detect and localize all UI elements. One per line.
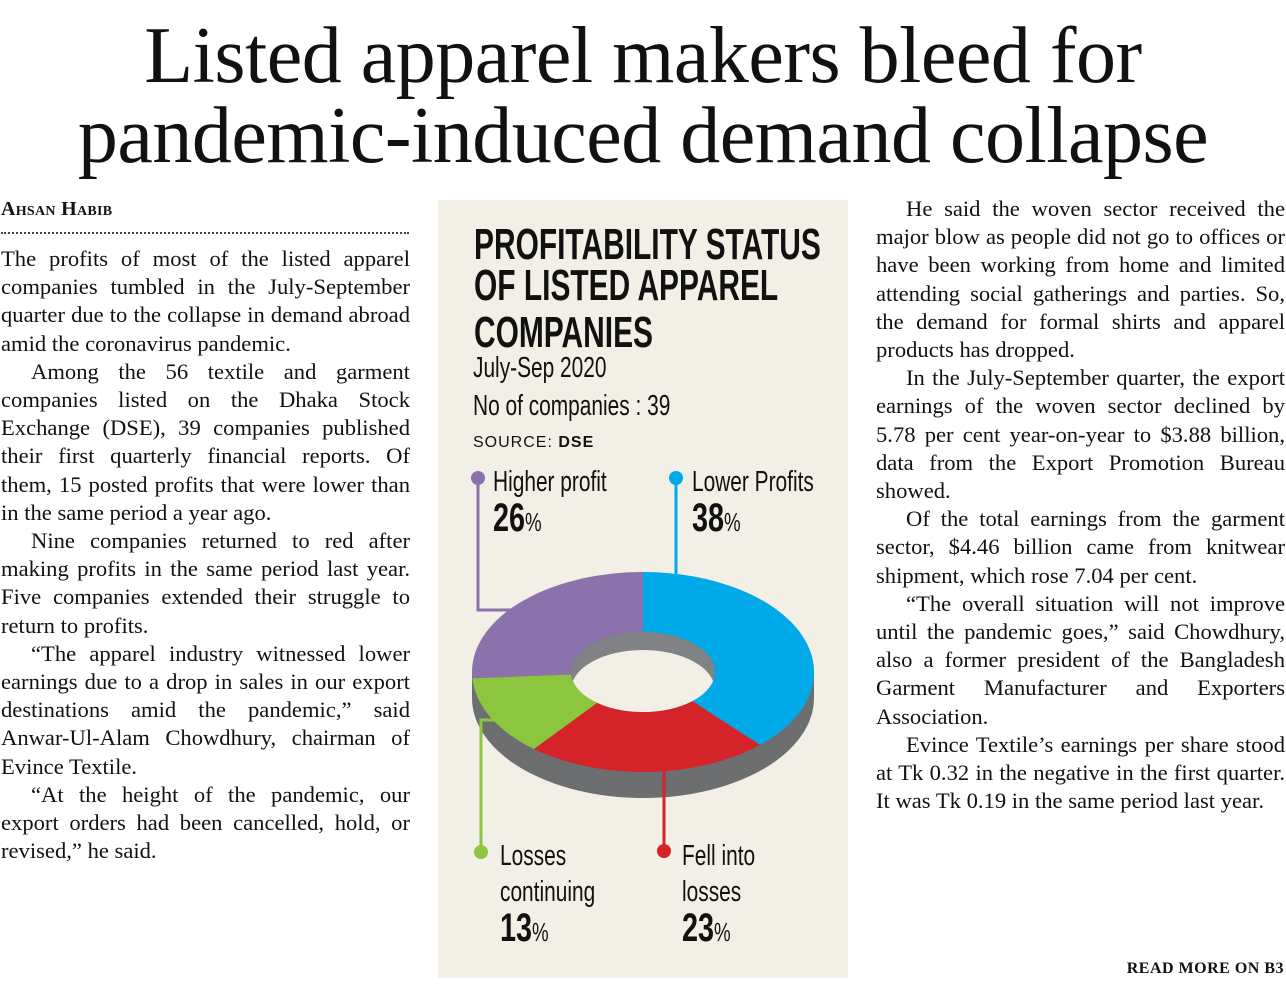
label-losses-continuing: Losses continuing 13% xyxy=(500,838,595,950)
label-lower-profits: Lower Profits 38% xyxy=(692,464,814,540)
slice-value: 26% xyxy=(493,498,607,540)
source-value: DSE xyxy=(558,434,595,451)
paragraph: Of the total earnings from the garment s… xyxy=(876,506,1285,588)
paragraph: In the July-September quarter, the expor… xyxy=(876,365,1285,504)
paragraph: The profits of most of the listed appare… xyxy=(1,246,410,356)
chart-companies: No of companies : 39 xyxy=(473,390,671,422)
slice-value: 38% xyxy=(692,498,814,540)
value-number: 26 xyxy=(493,496,526,540)
pct-sign: % xyxy=(724,507,741,537)
left-column: The profits of most of the listed appare… xyxy=(1,245,410,865)
higher-profit-dot xyxy=(471,471,485,485)
paragraph: “The overall situation will not improve … xyxy=(876,590,1285,729)
donut-slice-higher-profit xyxy=(472,572,643,679)
slice-label: Losses xyxy=(500,840,567,872)
slice-label: continuing xyxy=(500,876,596,908)
value-number: 38 xyxy=(692,496,725,540)
paragraph: “At the height of the pandemic, our expo… xyxy=(1,781,410,864)
higher-profit-leader xyxy=(476,478,523,612)
chart-period: July-Sep 2020 xyxy=(473,352,607,384)
source-label: SOURCE: xyxy=(473,434,553,451)
byline-divider xyxy=(1,232,409,234)
paragraph: “The apparel industry witnessed lower ea… xyxy=(1,640,410,779)
infographic-panel: PROFITABILITY STATUS OF LISTED APPAREL C… xyxy=(438,200,848,978)
chart-title: PROFITABILITY STATUS OF LISTED APPAREL C… xyxy=(474,220,821,357)
losses-continuing-leader xyxy=(479,718,500,852)
donut-slice-fell-into-losses xyxy=(534,701,761,772)
slice-value: 13% xyxy=(500,908,595,950)
right-column: He said the woven sector received the ma… xyxy=(876,195,1285,815)
slice-label: losses xyxy=(682,876,742,908)
slice-label: Fell into xyxy=(682,840,756,872)
donut-slice-lower-profits xyxy=(643,572,814,745)
chart-title-line: OF LISTED APPAREL xyxy=(474,261,779,310)
paragraph: Evince Textile’s earnings per share stoo… xyxy=(876,731,1285,814)
headline-line-1: Listed apparel makers bleed for xyxy=(144,12,1142,100)
slice-value: 23% xyxy=(682,908,755,950)
paragraph: Nine companies returned to red after mak… xyxy=(1,528,410,638)
donut-chart xyxy=(471,471,814,859)
losses-continuing-dot xyxy=(474,845,488,859)
pct-sign: % xyxy=(525,507,542,537)
headline-line-2: pandemic-induced demand collapse xyxy=(77,92,1209,180)
donut-slice-losses-continuing xyxy=(472,674,598,750)
value-number: 23 xyxy=(682,906,715,950)
label-fell-into-losses: Fell into losses 23% xyxy=(682,838,755,950)
label-higher-profit: Higher profit 26% xyxy=(493,464,607,540)
fell-into-losses-dot xyxy=(657,844,671,858)
slice-label: Lower Profits xyxy=(692,466,814,498)
paragraph: Among the 56 textile and garment compani… xyxy=(1,358,410,525)
chart-title-line: PROFITABILITY STATUS xyxy=(474,220,821,269)
lower-profits-dot xyxy=(669,471,683,485)
pct-sign: % xyxy=(532,917,549,947)
byline: Ahsan Habib xyxy=(1,198,113,220)
chart-source: SOURCE: DSE xyxy=(473,434,594,452)
read-more-link[interactable]: READ MORE ON B3 xyxy=(1126,960,1284,977)
slice-label: Higher profit xyxy=(493,466,607,498)
pct-sign: % xyxy=(714,917,731,947)
value-number: 13 xyxy=(500,906,533,950)
chart-title-line: COMPANIES xyxy=(474,308,653,357)
paragraph: He said the woven sector received the ma… xyxy=(876,196,1285,363)
